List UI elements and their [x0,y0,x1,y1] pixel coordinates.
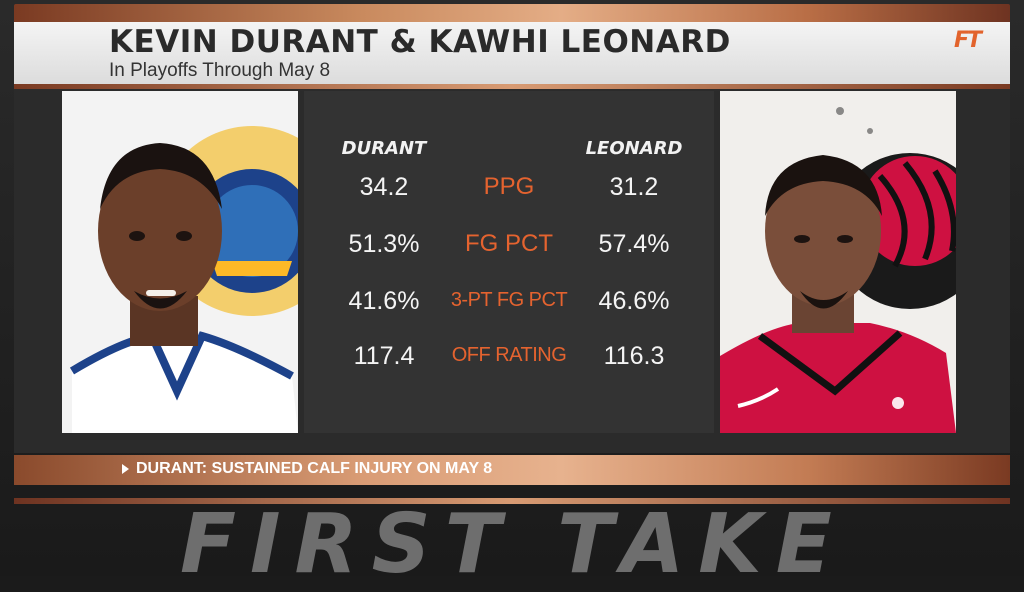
first-take-watermark: FIRST TAKE [180,497,846,592]
stat-right-value: 46.6% [598,287,670,315]
stats-table: DURANT LEONARD 34.2 PPG 31.2 51.3% FG PC… [304,91,714,433]
top-copper-rule [14,4,1010,24]
stat-left-value: 41.6% [348,287,420,315]
stat-label: 3-PT FG PCT [450,289,568,311]
injury-note: DURANT: SUSTAINED CALF INJURY ON MAY 8 [136,460,493,477]
stat-label: FG PCT [465,230,553,257]
stat-right-value: 57.4% [598,230,670,258]
stat-left-value: 51.3% [348,230,420,258]
title-bar: KEVIN DURANT & KAWHI LEONARD In Playoffs… [14,22,1010,84]
stat-left-value: 34.2 [359,173,409,201]
graphic-subtitle: In Playoffs Through May 8 [109,60,331,81]
durant-photo [62,91,298,433]
left-player-heading: DURANT [341,138,427,159]
lower-copper-rule [14,498,1010,504]
injury-note-bar: DURANT: SUSTAINED CALF INJURY ON MAY 8 [14,455,1010,485]
stat-label: PPG [483,173,535,200]
leonard-photo [720,91,956,433]
play-arrow-icon [122,464,129,474]
title-divider [14,84,1010,89]
warriors-logo-and-player-icon [69,126,298,433]
comparison-panel: DURANT LEONARD 34.2 PPG 31.2 51.3% FG PC… [14,89,1010,453]
raptors-logo-and-player-icon [720,107,956,433]
stat-right-value: 31.2 [609,173,659,201]
stat-label: OFF RATING [451,344,567,366]
first-take-logo: FT [954,28,982,53]
right-player-heading: LEONARD [585,138,683,159]
graphic-title: KEVIN DURANT & KAWHI LEONARD [109,24,731,60]
stat-right-value: 116.3 [603,342,665,370]
stat-left-value: 117.4 [353,342,415,370]
